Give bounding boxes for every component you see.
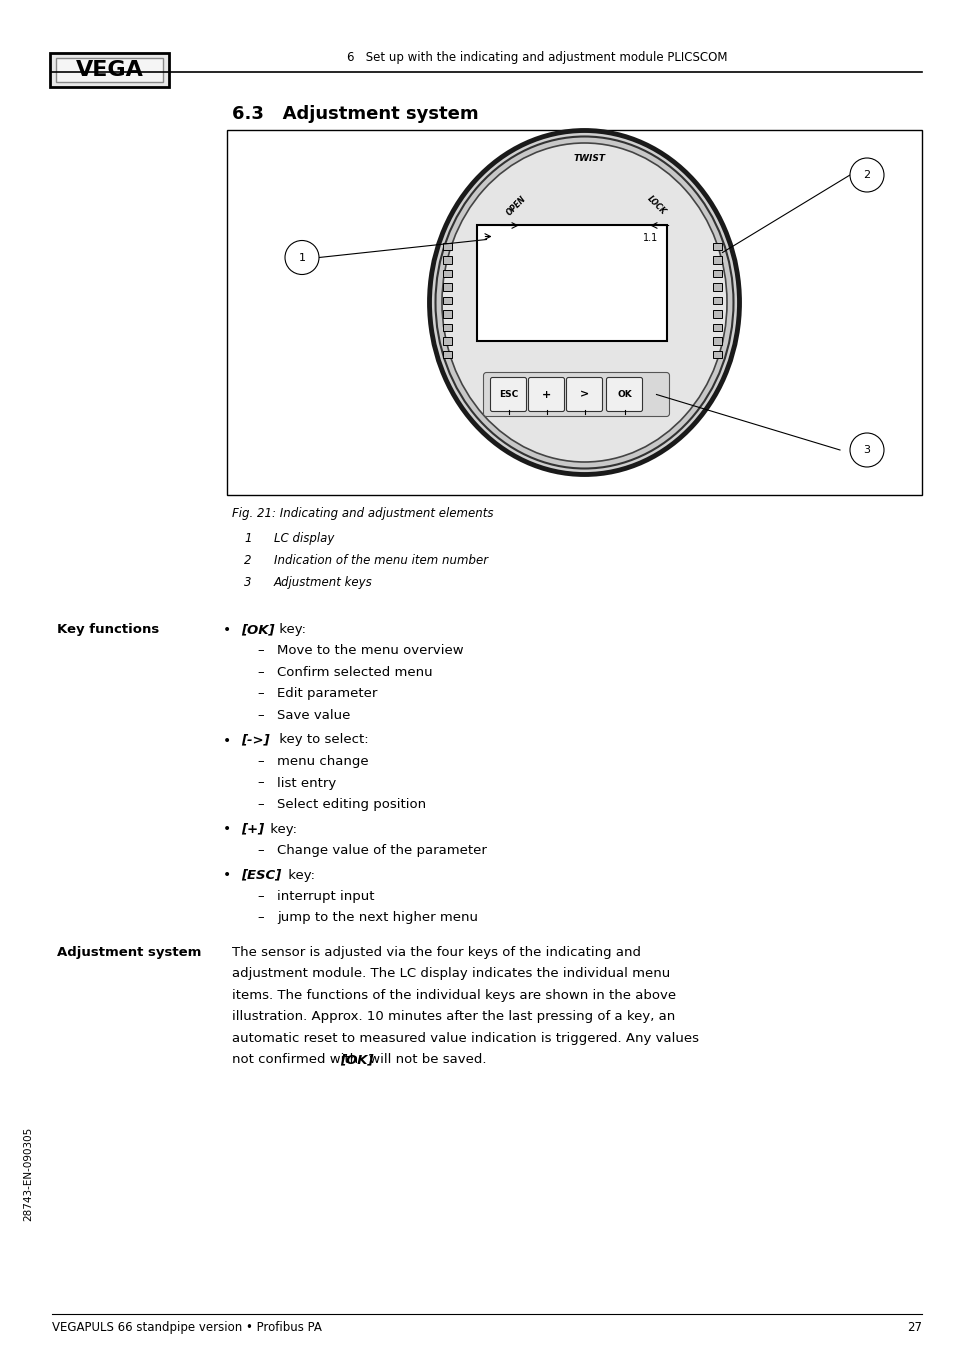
- Text: –: –: [256, 756, 263, 768]
- Text: key to select:: key to select:: [274, 734, 368, 746]
- Text: LOCK: LOCK: [644, 195, 667, 217]
- Text: Key functions: Key functions: [57, 623, 159, 636]
- Text: –: –: [256, 645, 263, 658]
- FancyBboxPatch shape: [490, 378, 526, 412]
- Text: Edit parameter: Edit parameter: [276, 688, 377, 700]
- FancyBboxPatch shape: [712, 256, 721, 264]
- Text: •: •: [223, 868, 231, 883]
- Text: automatic reset to measured value indication is triggered. Any values: automatic reset to measured value indica…: [232, 1032, 699, 1045]
- FancyBboxPatch shape: [712, 310, 721, 318]
- Circle shape: [285, 241, 318, 275]
- FancyBboxPatch shape: [442, 269, 452, 278]
- Text: –: –: [256, 666, 263, 678]
- FancyBboxPatch shape: [50, 53, 169, 87]
- FancyBboxPatch shape: [442, 324, 452, 332]
- Circle shape: [849, 158, 883, 192]
- Text: Adjustment system: Adjustment system: [57, 946, 201, 959]
- Text: not confirmed with: not confirmed with: [232, 1053, 362, 1067]
- FancyBboxPatch shape: [442, 242, 452, 250]
- Text: The sensor is adjusted via the four keys of the indicating and: The sensor is adjusted via the four keys…: [232, 946, 640, 959]
- Ellipse shape: [429, 130, 739, 474]
- Text: TWIST: TWIST: [573, 154, 605, 162]
- FancyBboxPatch shape: [442, 310, 452, 318]
- Text: [OK]: [OK]: [241, 623, 274, 636]
- Text: Adjustment keys: Adjustment keys: [274, 575, 373, 589]
- Text: Select editing position: Select editing position: [276, 798, 426, 811]
- Text: [ESC]: [ESC]: [241, 868, 281, 881]
- Text: key:: key:: [266, 822, 297, 835]
- Text: 1: 1: [298, 252, 305, 263]
- FancyBboxPatch shape: [712, 351, 721, 359]
- FancyBboxPatch shape: [476, 225, 666, 340]
- FancyBboxPatch shape: [227, 130, 921, 496]
- Text: –: –: [256, 890, 263, 903]
- Text: LC display: LC display: [274, 532, 334, 546]
- FancyBboxPatch shape: [442, 337, 452, 345]
- Text: list entry: list entry: [276, 776, 335, 789]
- Text: menu change: menu change: [276, 756, 368, 768]
- Text: •: •: [223, 734, 231, 747]
- FancyBboxPatch shape: [566, 378, 602, 412]
- Text: 2: 2: [244, 554, 252, 567]
- Text: –: –: [256, 776, 263, 789]
- FancyBboxPatch shape: [442, 297, 452, 305]
- FancyBboxPatch shape: [712, 269, 721, 278]
- Text: +: +: [541, 390, 551, 399]
- Text: jump to the next higher menu: jump to the next higher menu: [276, 911, 477, 925]
- Text: –: –: [256, 798, 263, 811]
- FancyBboxPatch shape: [56, 58, 163, 83]
- Text: key:: key:: [274, 623, 306, 636]
- Text: –: –: [256, 709, 263, 722]
- Text: –: –: [256, 911, 263, 925]
- Text: •: •: [223, 623, 231, 636]
- Text: 3: 3: [244, 575, 252, 589]
- Text: Change value of the parameter: Change value of the parameter: [276, 844, 486, 857]
- Text: interrupt input: interrupt input: [276, 890, 375, 903]
- Text: illustration. Approx. 10 minutes after the last pressing of a key, an: illustration. Approx. 10 minutes after t…: [232, 1010, 675, 1024]
- Text: adjustment module. The LC display indicates the individual menu: adjustment module. The LC display indica…: [232, 968, 670, 980]
- Text: ESC: ESC: [498, 390, 517, 399]
- Text: key:: key:: [283, 868, 314, 881]
- Text: [OK]: [OK]: [340, 1053, 374, 1067]
- Text: –: –: [256, 844, 263, 857]
- FancyBboxPatch shape: [606, 378, 641, 412]
- Text: •: •: [223, 822, 231, 837]
- Circle shape: [849, 433, 883, 467]
- FancyBboxPatch shape: [528, 378, 564, 412]
- Text: 6.3   Adjustment system: 6.3 Adjustment system: [232, 106, 478, 123]
- Text: >: >: [579, 390, 589, 399]
- Text: items. The functions of the individual keys are shown in the above: items. The functions of the individual k…: [232, 988, 676, 1002]
- Ellipse shape: [435, 137, 733, 468]
- Text: 1.1: 1.1: [642, 233, 658, 242]
- Text: 1: 1: [244, 532, 252, 546]
- FancyBboxPatch shape: [442, 256, 452, 264]
- FancyBboxPatch shape: [442, 283, 452, 291]
- Text: 2: 2: [862, 171, 870, 180]
- Text: [->]: [->]: [241, 734, 270, 746]
- Text: Move to the menu overview: Move to the menu overview: [276, 645, 463, 658]
- FancyBboxPatch shape: [442, 351, 452, 359]
- Text: 27: 27: [906, 1322, 921, 1334]
- FancyBboxPatch shape: [712, 337, 721, 345]
- Text: Confirm selected menu: Confirm selected menu: [276, 666, 432, 678]
- Text: 28743-EN-090305: 28743-EN-090305: [23, 1127, 33, 1221]
- Text: Save value: Save value: [276, 709, 350, 722]
- Text: 3: 3: [862, 445, 869, 455]
- Text: VEGAPULS 66 standpipe version • Profibus PA: VEGAPULS 66 standpipe version • Profibus…: [52, 1322, 321, 1334]
- FancyBboxPatch shape: [483, 372, 669, 417]
- FancyBboxPatch shape: [712, 283, 721, 291]
- Text: [+]: [+]: [241, 822, 264, 835]
- FancyBboxPatch shape: [712, 242, 721, 250]
- Text: OK: OK: [617, 390, 631, 399]
- Text: –: –: [256, 688, 263, 700]
- Text: Fig. 21: Indicating and adjustment elements: Fig. 21: Indicating and adjustment eleme…: [232, 506, 493, 520]
- Text: VEGA: VEGA: [75, 60, 143, 80]
- Text: 6   Set up with the indicating and adjustment module PLICSCOM: 6 Set up with the indicating and adjustm…: [346, 51, 726, 64]
- Text: will not be saved.: will not be saved.: [365, 1053, 486, 1067]
- Ellipse shape: [441, 144, 726, 462]
- FancyBboxPatch shape: [712, 324, 721, 332]
- Text: OPEN: OPEN: [504, 194, 528, 217]
- FancyBboxPatch shape: [712, 297, 721, 305]
- Text: Indication of the menu item number: Indication of the menu item number: [274, 554, 488, 567]
